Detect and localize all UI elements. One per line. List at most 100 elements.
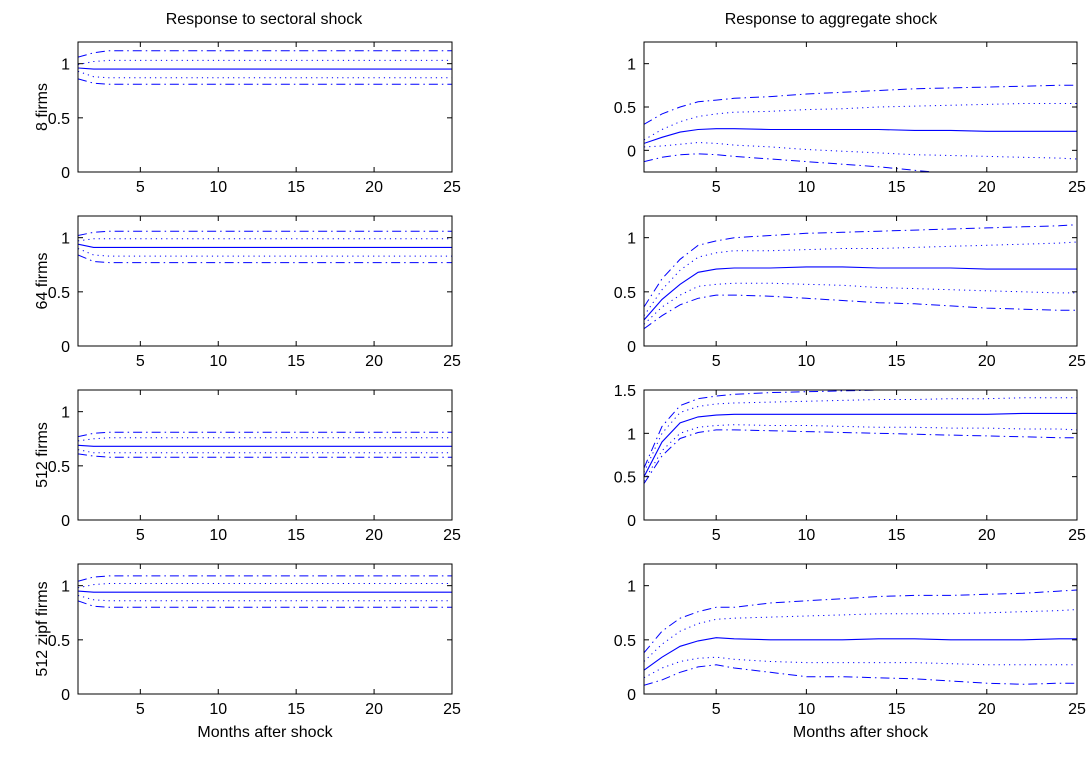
series-group [644,224,1077,330]
x-tick-label: 20 [978,527,996,544]
x-tick-label: 10 [797,527,815,544]
series-line-dotted-2 [644,424,1077,482]
x-tick-label: 5 [712,701,721,718]
x-tick-label: 20 [978,701,996,718]
y-tick-label: 0 [61,687,70,704]
series-line-dashdot-3 [644,224,1077,308]
x-tick-label: 5 [136,701,145,718]
series-line-dashdot-3 [78,575,452,582]
series-line-dashdot-4 [78,78,452,85]
x-tick-label: 15 [287,701,305,718]
series-group [78,230,452,264]
series-group [644,84,1077,172]
x-tick-label: 10 [209,353,227,370]
y-tick-label: 1 [61,231,70,248]
row-label: 64 firms [34,253,51,310]
x-tick-label: 15 [888,527,906,544]
y-tick-label: 0 [627,143,636,160]
series-line-dashdot-3 [644,84,1077,125]
x-axis-label: Months after shock [793,724,929,741]
row-label: 8 firms [34,83,51,131]
x-tick-label: 10 [209,179,227,196]
y-tick-label: 0.5 [614,470,636,487]
axes-box [77,389,453,521]
panel-4: 5 10 15 20 25 0 0.5 1 512 firms [34,389,461,544]
x-tick-label: 10 [209,701,227,718]
axes-box [643,563,1078,695]
series-line-dotted-2 [78,449,452,454]
series-line-dotted-1 [78,437,452,442]
y-tick-label: 0.5 [614,633,636,650]
x-tick-label: 15 [287,527,305,544]
x-tick-label: 10 [797,353,815,370]
y-tick-label: 1.5 [614,383,636,400]
axes-box [643,389,1078,521]
y-tick-label: 0.5 [48,285,70,302]
y-tick-label: 0 [61,339,70,356]
series-line-dashdot-4 [78,453,452,458]
y-tick-label: 0 [61,165,70,182]
series-line-dotted-1 [644,103,1077,141]
x-tick-label: 5 [712,179,721,196]
series-line-dashdot-3 [78,431,452,438]
series-line-dotted-1 [78,238,452,242]
series-line-dotted-2 [78,594,452,602]
x-tick-label: 15 [888,179,906,196]
y-tick-label: 1 [627,57,636,74]
series-line-dotted-2 [78,70,452,79]
y-tick-label: 0 [627,513,636,530]
series-group [644,390,1077,484]
axes-box [643,215,1078,347]
panel-0: 5 10 15 20 25 0 0.5 1 8 firms [34,41,461,196]
x-tick-label: 25 [1068,527,1086,544]
y-tick-label: 1 [627,426,636,443]
panel-1: 5 10 15 20 25 0 0.5 1 [614,41,1086,196]
series-line-dashdot-4 [78,600,452,608]
series-line-median [78,67,452,70]
series-line-dotted-2 [644,656,1077,679]
x-tick-label: 20 [365,527,383,544]
series-line-median [644,266,1077,321]
series-line-dotted-1 [644,609,1077,662]
x-tick-label: 15 [287,353,305,370]
series-line-dotted-1 [78,583,452,589]
series-group [78,431,452,458]
series-line-dashdot-3 [644,390,899,469]
panel-7: 5 10 15 20 25 0 0.5 1 Months after shock [614,563,1086,741]
series-line-dashdot-3 [78,50,452,58]
series-group [78,575,452,608]
panel-2: 5 10 15 20 25 0 0.5 1 64 firms [34,215,461,370]
series-line-median [644,412,1077,477]
axes-box [77,215,453,347]
x-tick-label: 10 [797,701,815,718]
series-line-dashdot-4 [644,153,938,172]
panel-6: 5 10 15 20 25 0 0.5 1 512 zipf firms Months after… [34,563,461,741]
series-line-median [78,590,452,593]
x-tick-label: 20 [365,701,383,718]
series-line-dashdot-3 [78,230,452,236]
series-line-median [78,444,452,447]
panel-5: 5 10 15 20 25 0 0.5 1 1.5 [614,383,1086,544]
y-tick-label: 1 [61,57,70,74]
x-tick-label: 20 [365,179,383,196]
x-tick-label: 10 [797,179,815,196]
x-tick-label: 15 [287,179,305,196]
y-tick-label: 0.5 [48,459,70,476]
y-tick-label: 0.5 [48,111,70,128]
x-tick-label: 25 [443,179,461,196]
axes-box [643,41,1078,173]
y-tick-label: 1 [627,231,636,248]
series-line-dotted-1 [78,59,452,66]
x-axis-label: Months after shock [197,724,333,741]
series-line-dotted-2 [644,141,1077,160]
series-line-dashdot-3 [644,589,1077,654]
series-line-dashdot-4 [78,254,452,264]
x-tick-label: 15 [888,701,906,718]
x-tick-label: 5 [712,527,721,544]
x-tick-label: 5 [136,353,145,370]
x-tick-label: 10 [209,527,227,544]
y-tick-label: 0.5 [614,100,636,117]
y-tick-label: 1 [627,579,636,596]
series-line-median [644,128,1077,144]
